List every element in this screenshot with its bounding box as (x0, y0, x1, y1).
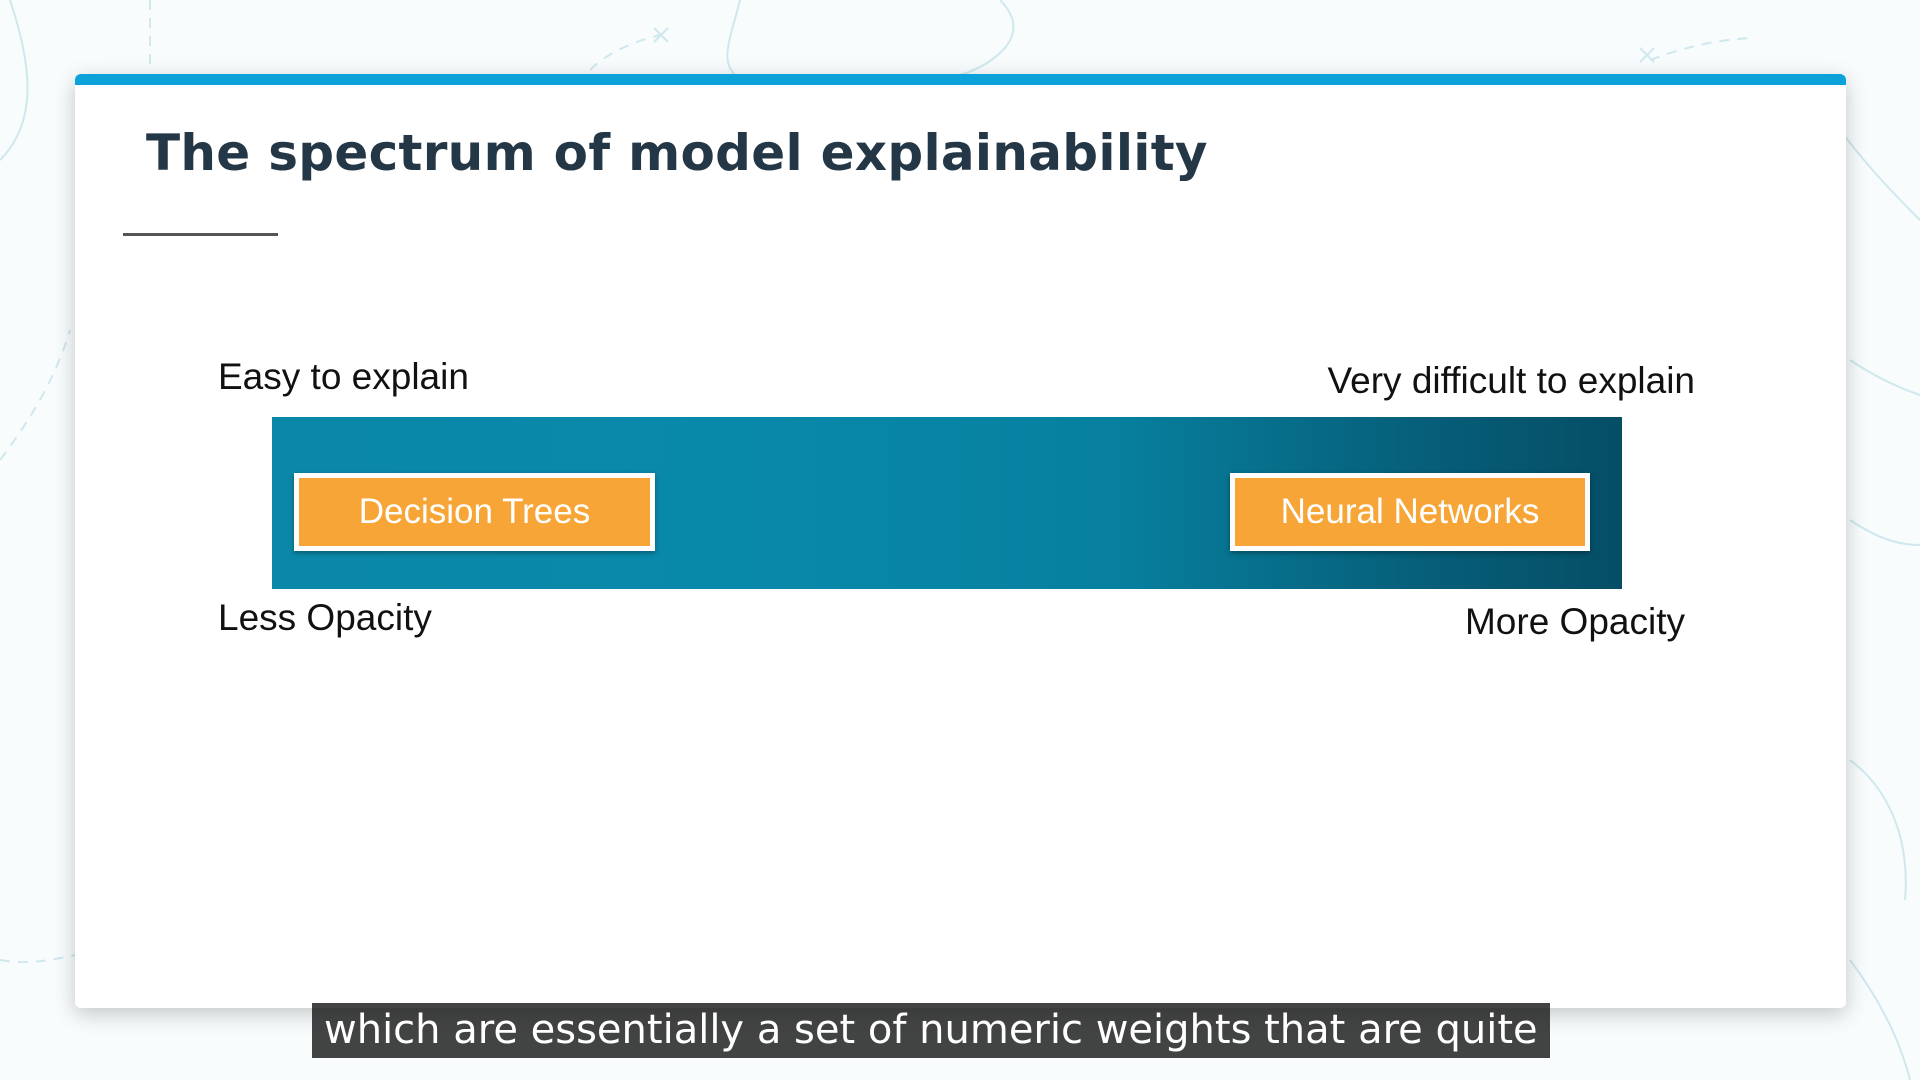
more-opacity-label: More Opacity (1464, 601, 1685, 642)
easy-to-explain-label: Easy to explain (218, 356, 469, 397)
slide-accent-bar (75, 74, 1846, 85)
difficult-to-explain-label: Very difficult to explain (1327, 360, 1695, 401)
less-opacity-label: Less Opacity (218, 597, 432, 638)
decision-trees-box: Decision Trees (294, 473, 655, 551)
subtitle-caption: which are essentially a set of numeric w… (312, 1003, 1550, 1058)
slide: The spectrum of model explainability Eas… (75, 74, 1846, 1008)
slide-title: The spectrum of model explainability (146, 124, 1208, 182)
title-underline (123, 233, 278, 236)
explainability-spectrum-bar: Decision Trees Neural Networks (272, 417, 1622, 589)
neural-networks-box: Neural Networks (1230, 473, 1590, 551)
